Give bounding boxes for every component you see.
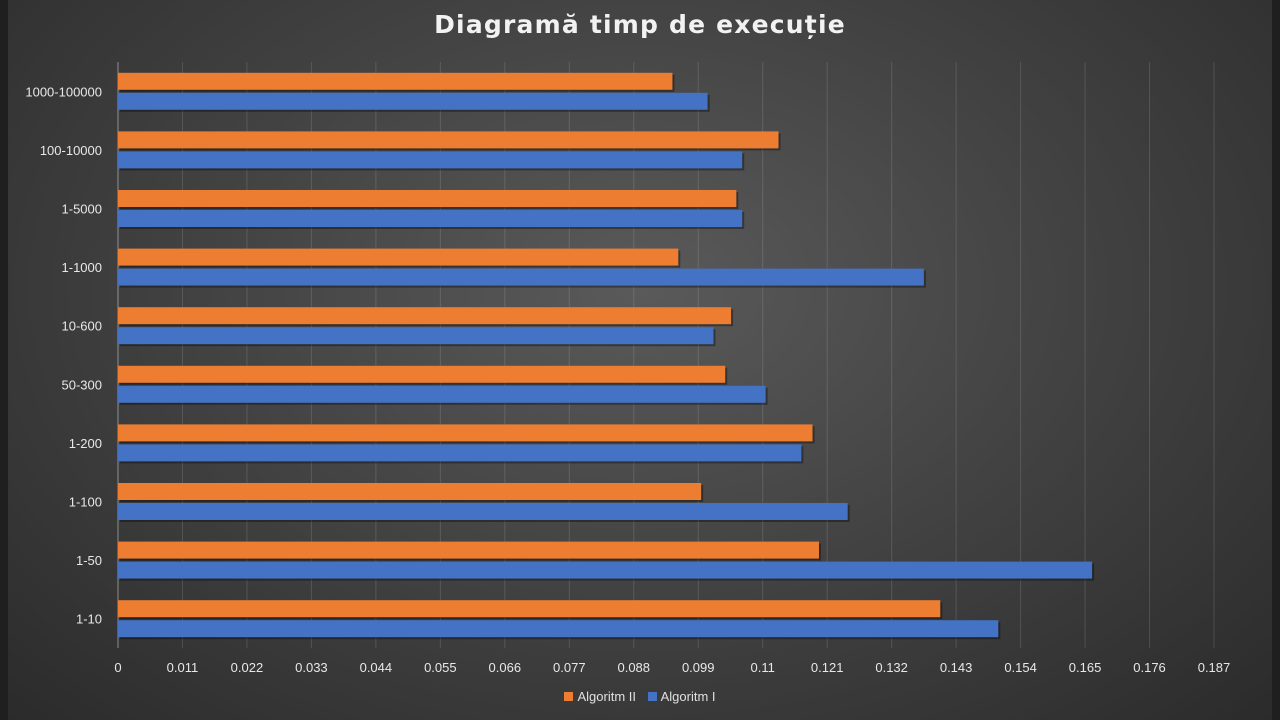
bar-algoritm-ii xyxy=(118,483,702,500)
x-tick-label: 0.022 xyxy=(231,660,264,675)
x-tick-label: 0.165 xyxy=(1069,660,1102,675)
x-tick-label: 0.011 xyxy=(167,660,199,675)
bar-algoritm-i xyxy=(118,327,714,345)
bar-algoritm-i xyxy=(118,444,802,462)
bar-algoritm-ii xyxy=(118,190,737,207)
x-tick-label: 0.176 xyxy=(1133,660,1166,675)
legend-swatch-orange xyxy=(564,692,574,701)
bar-algoritm-ii xyxy=(118,365,726,383)
x-tick-label: 0.121 xyxy=(811,660,844,675)
x-tick-label: 0.099 xyxy=(682,660,715,675)
bar-algoritm-i xyxy=(118,268,924,286)
chart-title: Diagramă timp de execuție xyxy=(434,10,846,39)
bar-algoritm-ii xyxy=(118,541,819,559)
bar-algoritm-i xyxy=(118,561,1093,579)
legend-swatch-blue xyxy=(647,692,657,701)
bar-algoritm-ii xyxy=(118,600,941,618)
bar-algoritm-i xyxy=(118,620,999,638)
x-tick-label: 0.055 xyxy=(424,660,457,675)
legend-label: Algoritm II xyxy=(577,689,636,704)
category-label: 1000-100000 xyxy=(25,84,102,99)
category-label: 1-10 xyxy=(76,612,102,627)
category-label: 50-300 xyxy=(62,377,102,392)
x-tick-label: 0.11 xyxy=(751,660,775,675)
chart-area: Diagramă timp de execuție 0 0.011 0.022 0.0… xyxy=(8,0,1272,720)
x-tick-label: 0.143 xyxy=(940,660,973,675)
bar-chart: 0 0.011 0.022 0.033 0.044 0.055 0.066 0.077 0.08… xyxy=(25,62,1231,675)
category-label: 1-200 xyxy=(69,436,102,451)
category-label: 100-10000 xyxy=(40,143,102,158)
x-tick-label: 0.088 xyxy=(617,660,650,675)
bar-algoritm-i xyxy=(118,92,708,110)
category-label: 1-50 xyxy=(76,553,102,568)
bar-algoritm-i xyxy=(118,503,848,520)
x-tick-label: 0.033 xyxy=(295,660,328,675)
bar-algoritm-i xyxy=(118,385,766,403)
bar-algoritm-i xyxy=(118,210,743,227)
category-label: 1-100 xyxy=(69,495,102,510)
bar-algoritm-ii xyxy=(118,424,813,442)
bar-algoritm-ii xyxy=(118,131,779,149)
legend-item-algoritm-ii: Algoritm II xyxy=(564,689,636,704)
x-tick-label: 0.044 xyxy=(360,660,393,675)
category-label: 1-5000 xyxy=(62,202,102,217)
x-tick-label: 0.077 xyxy=(553,660,586,675)
legend-label: Algoritm I xyxy=(660,689,716,704)
x-tick-label: 0.132 xyxy=(875,660,908,675)
bar-algoritm-i xyxy=(118,151,743,169)
x-tick-label: 0.154 xyxy=(1004,660,1037,675)
legend: Algoritm II Algoritm I xyxy=(8,689,1272,704)
bar-algoritm-ii xyxy=(118,72,673,90)
legend-item-algoritm-i: Algoritm I xyxy=(647,689,716,704)
category-label: 1-1000 xyxy=(62,260,102,275)
x-tick-label: 0.187 xyxy=(1198,660,1231,675)
bar-algoritm-ii xyxy=(118,307,732,325)
x-tick-label: 0 xyxy=(114,660,121,675)
bar-algoritm-ii xyxy=(118,248,679,266)
x-tick-label: 0.066 xyxy=(489,660,522,675)
category-label: 10-600 xyxy=(62,319,102,334)
